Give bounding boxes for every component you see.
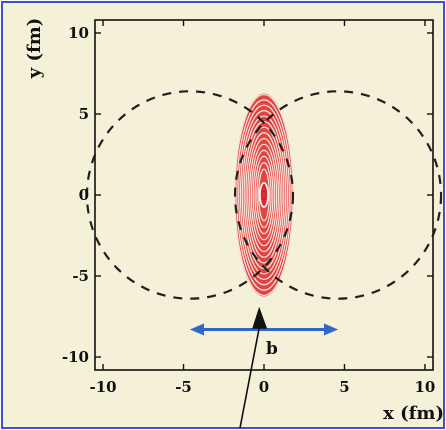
x-axis-label: x (fm) [383,403,444,424]
pointer-arrow-head [252,306,268,329]
contour-center [259,182,269,208]
nuclei-outlines [85,90,443,300]
pointer-arrow-shaft [239,322,261,429]
x-tick-label: -10 [89,378,116,396]
contour-level [245,126,283,264]
b-label: b [266,339,278,359]
contour-level [241,115,287,275]
contour-level [256,162,272,228]
y-tick-label: 10 [68,24,89,42]
contour-level [236,99,292,291]
y-axis-label: y (fm) [24,18,45,80]
plot-axes [94,19,434,371]
contour-level [239,110,289,280]
x-tick-label: -5 [175,378,192,396]
x-tick-label: 5 [339,378,349,396]
b-arrow-right-head [324,323,339,336]
contour-level [247,132,281,258]
contour-level [254,155,274,235]
x-tick-labels: -10 -5 0 5 10 [89,378,435,396]
b-arrow-left-head [189,323,204,336]
y-tick-label: 5 [79,105,89,123]
y-tick-label: 0 [79,186,89,204]
x-tick-label: 10 [415,378,436,396]
contour-level [252,149,276,241]
contour-level [238,104,290,286]
y-tick-label: -5 [72,267,89,285]
left-nucleus-outline [85,90,295,300]
x-tick-label: 0 [259,378,269,396]
right-nucleus-outline [233,90,443,300]
contour-level [258,168,270,222]
contour-level [250,143,278,247]
contour-level [248,137,280,253]
y-tick-label: -10 [62,348,89,366]
impact-parameter-arrow [189,306,339,429]
y-tick-labels: -10 -5 0 5 10 [62,24,89,366]
